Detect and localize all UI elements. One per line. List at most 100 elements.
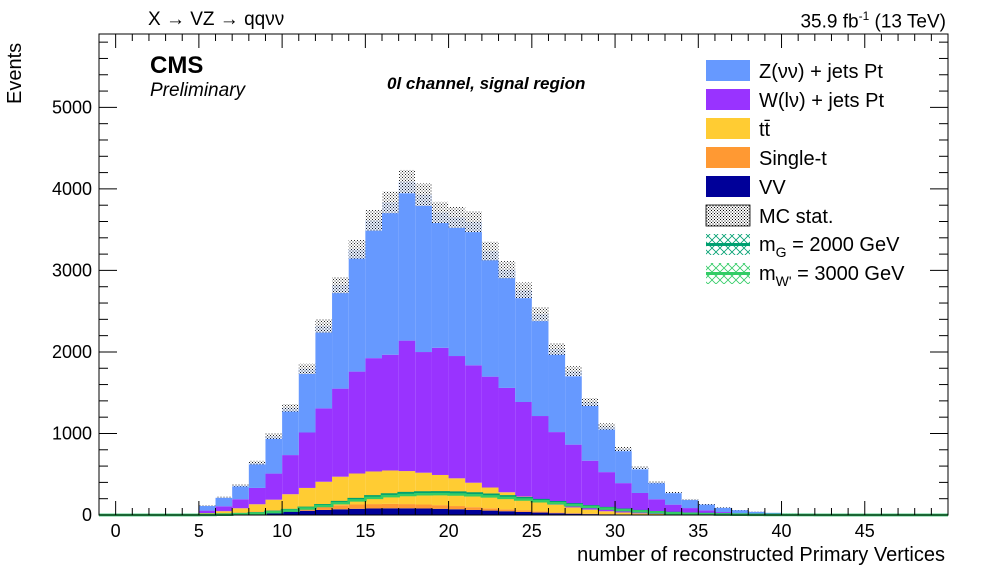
mc-stat-band-36 bbox=[714, 507, 732, 508]
legend-label-signal-1: mG = 2000 GeV bbox=[759, 234, 900, 260]
x-tick-label-30: 30 bbox=[605, 521, 625, 541]
bar-w-l-jets-pt-35 bbox=[698, 510, 715, 515]
bar-w-l-jets-pt-11 bbox=[298, 432, 316, 488]
bar-vv-18 bbox=[415, 508, 432, 515]
mc-stat-band-14 bbox=[348, 240, 366, 259]
bar-z-jets-pt-39 bbox=[764, 512, 782, 515]
bar-single-t-13 bbox=[332, 505, 349, 510]
bar-tt--30 bbox=[615, 512, 632, 515]
bar-z-jets-pt-36 bbox=[714, 507, 732, 513]
bar-w-l-jets-pt-12 bbox=[315, 408, 333, 482]
bar-z-jets-pt-5 bbox=[198, 505, 216, 511]
bar-z-jets-pt-22 bbox=[481, 251, 499, 377]
preliminary-label: Preliminary bbox=[150, 80, 246, 101]
bar-tt--27 bbox=[565, 507, 582, 514]
bar-z-jets-pt-17 bbox=[398, 181, 416, 341]
mc-stat-band-16 bbox=[382, 191, 399, 214]
bar-w-l-jets-pt-17 bbox=[398, 340, 416, 472]
legend-label-mc-stat: MC stat. bbox=[759, 206, 833, 228]
energy-label: (13 TeV) bbox=[874, 11, 946, 33]
mc-stat-band-33 bbox=[665, 491, 682, 494]
bar-single-t-24 bbox=[515, 510, 532, 512]
y-tick-label-3000: 3000 bbox=[52, 260, 92, 280]
mc-stat-band-29 bbox=[598, 423, 616, 430]
bar-vv-24 bbox=[515, 511, 532, 515]
mc-stat-band-20 bbox=[448, 207, 466, 228]
legend: Z(νν) + jets Pt W(lν) + jets Pt tt̄ Single-… bbox=[705, 60, 905, 289]
bar-z-jets-pt-9 bbox=[265, 436, 283, 474]
y-tick-label-0: 0 bbox=[82, 505, 92, 525]
bar-tt--25 bbox=[531, 500, 549, 512]
mc-stat-band-17 bbox=[398, 169, 416, 194]
bar-w-l-jets-pt-7 bbox=[232, 499, 249, 509]
bar-z-jets-pt-14 bbox=[348, 249, 366, 372]
x-tick-label-35: 35 bbox=[688, 521, 708, 541]
luminosity-label: 35.9 fb-1 (13 TeV) bbox=[800, 9, 946, 33]
y-tick-label-4000: 4000 bbox=[52, 179, 92, 199]
mc-stat-band-30 bbox=[615, 446, 632, 452]
y-tick-label-1000: 1000 bbox=[52, 423, 92, 443]
legend-label-5: VV bbox=[759, 177, 786, 199]
y-tick-label-2000: 2000 bbox=[52, 342, 92, 362]
bar-vv-10 bbox=[282, 511, 299, 515]
mc-stat-band-25 bbox=[531, 307, 549, 322]
bar-tt--12 bbox=[315, 481, 333, 507]
bar-w-l-jets-pt-22 bbox=[481, 376, 499, 488]
legend-swatch-5 bbox=[706, 176, 750, 197]
bar-tt--29 bbox=[598, 511, 616, 515]
legend-swatch-2 bbox=[706, 89, 750, 110]
bar-w-l-jets-pt-5 bbox=[198, 510, 216, 514]
bar-w-l-jets-pt-23 bbox=[498, 387, 516, 493]
bar-w-l-jets-pt-16 bbox=[382, 354, 399, 471]
bar-tt--19 bbox=[431, 474, 449, 506]
bar-tt--32 bbox=[648, 513, 665, 515]
bar-tt--10 bbox=[282, 494, 299, 509]
bar-w-l-jets-pt-14 bbox=[348, 371, 366, 474]
bar-single-t-21 bbox=[465, 507, 482, 510]
bar-z-jets-pt-8 bbox=[248, 462, 266, 488]
mc-stat-band-11 bbox=[298, 363, 316, 375]
bar-single-t-15 bbox=[365, 504, 382, 509]
legend-label-3: tt̄ bbox=[759, 119, 771, 141]
bar-z-jets-pt-7 bbox=[232, 485, 249, 500]
mc-stat-band-24 bbox=[515, 282, 532, 299]
process-label: X → VZ → qqνν bbox=[148, 9, 285, 30]
bar-single-t-18 bbox=[415, 504, 432, 509]
mc-stat-band-28 bbox=[581, 398, 599, 406]
luminosity-unit-exponent: -1 bbox=[858, 9, 870, 23]
bar-tt--14 bbox=[348, 473, 366, 505]
bar-w-l-jets-pt-18 bbox=[415, 352, 432, 473]
legend-label-2: W(lν) + jets Pt bbox=[759, 90, 884, 112]
bar-z-jets-pt-21 bbox=[465, 221, 482, 366]
bar-tt--26 bbox=[548, 504, 566, 513]
mc-stat-band-7 bbox=[232, 484, 249, 487]
legend-swatch-4 bbox=[706, 147, 750, 168]
bar-z-jets-pt-15 bbox=[365, 220, 382, 359]
bar-single-t-17 bbox=[398, 504, 416, 509]
x-tick-label-0: 0 bbox=[111, 521, 121, 541]
bar-tt--13 bbox=[332, 476, 349, 506]
bar-w-l-jets-pt-33 bbox=[665, 504, 682, 515]
bar-single-t-19 bbox=[431, 505, 449, 509]
mc-stat-band-34 bbox=[681, 498, 699, 501]
bar-vv-20 bbox=[448, 509, 466, 515]
bar-z-jets-pt-20 bbox=[448, 217, 466, 357]
mc-stat-band-9 bbox=[265, 433, 283, 439]
bar-w-l-jets-pt-34 bbox=[681, 508, 699, 515]
bar-z-jets-pt-31 bbox=[631, 467, 649, 493]
bar-tt--7 bbox=[232, 508, 249, 513]
bar-vv-19 bbox=[431, 508, 449, 515]
mc-stat-band-15 bbox=[365, 210, 382, 231]
bar-vv-27 bbox=[565, 513, 582, 515]
bar-w-l-jets-pt-31 bbox=[631, 492, 649, 514]
mc-stat-band-19 bbox=[431, 201, 449, 224]
bar-z-jets-pt-33 bbox=[665, 492, 682, 505]
bar-z-jets-pt-29 bbox=[598, 426, 616, 473]
bar-vv-11 bbox=[298, 510, 316, 515]
mc-stat-band-5 bbox=[198, 505, 216, 507]
legend-label-1: Z(νν) + jets Pt bbox=[759, 61, 883, 83]
bar-z-jets-pt-28 bbox=[581, 402, 599, 461]
bar-w-l-jets-pt-8 bbox=[248, 487, 266, 505]
mc-stat-band-26 bbox=[548, 343, 566, 355]
